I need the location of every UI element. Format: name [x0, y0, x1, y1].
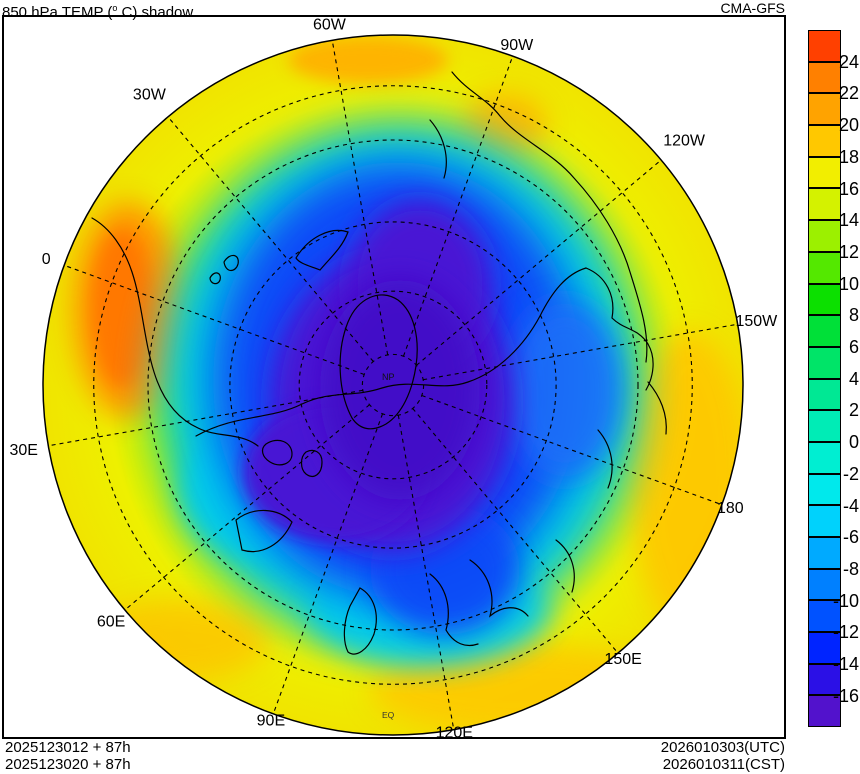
- colorbar-segment: [808, 61, 841, 94]
- colorbar-tick-label: 4: [848, 368, 859, 389]
- colorbar-segment: [808, 632, 841, 664]
- colorbar-segment: [808, 283, 841, 316]
- colorbar-segment: [808, 600, 841, 633]
- colorbar-segment: [808, 93, 841, 126]
- colorbar-segment: [808, 505, 841, 537]
- colorbar-tick-label: 2: [848, 400, 859, 421]
- meridian-line: [412, 408, 619, 654]
- latitude-circle: [147, 139, 639, 631]
- colorbar-tick-label: -2: [842, 463, 859, 484]
- meridian-label: 180: [717, 500, 744, 517]
- colorbar-segment: [808, 315, 841, 347]
- latitude-circle: [298, 290, 488, 480]
- meridian-label: 30E: [9, 442, 37, 459]
- colorbar-segment: [808, 663, 841, 696]
- meridian-label: 90E: [257, 712, 285, 729]
- meridian-label: 60E: [97, 614, 125, 631]
- meridian-line: [421, 394, 723, 506]
- valid-time-cst: 2026010311(CST): [662, 756, 785, 773]
- meridian-line: [272, 413, 384, 715]
- colorbar-tick-label: -4: [842, 495, 859, 516]
- colorbar-segment: [808, 568, 841, 601]
- colorbar-tick-label: 22: [838, 83, 859, 104]
- meridian-label: 150W: [735, 313, 778, 330]
- colorbar-tick-label: 0: [848, 432, 859, 453]
- plot-frame: [2, 15, 786, 739]
- colorbar-segment: [808, 473, 841, 506]
- run-info-line-1: 2025123012 + 87h: [5, 739, 131, 756]
- meridian-label: 30W: [133, 87, 167, 104]
- meridian-line: [167, 116, 374, 362]
- colorbar-segment: [808, 220, 841, 252]
- colorbar-tick-label: -12: [832, 622, 859, 643]
- run-info-line-2: 2025123020 + 87h: [5, 756, 131, 773]
- colorbar-tick-label: -6: [842, 527, 859, 548]
- colorbar-tick-label: 6: [848, 337, 859, 357]
- colorbar-tick-label: 14: [838, 210, 859, 231]
- meridian-line: [331, 40, 389, 355]
- colorbar-segment: [808, 125, 841, 157]
- colorbar-tick-label: 12: [838, 241, 859, 262]
- colorbar-tick-label: -8: [842, 558, 859, 579]
- meridian-line: [63, 264, 365, 376]
- degree-symbol: o: [112, 3, 118, 13]
- coastlines: [91, 71, 667, 655]
- meridian-labels: 0 30W 60W 90W 120W 150W 180 150E 120E 90E 60E 30E: [9, 17, 778, 742]
- colorbar-segment: [808, 251, 841, 284]
- colorbar-segment: [808, 346, 841, 379]
- colorbar-tick-label: 24: [838, 51, 859, 72]
- colorbar-segment: [808, 30, 841, 62]
- colorbar-segment: [808, 156, 841, 189]
- hot-spot-africa: [73, 202, 183, 418]
- meridian-line: [402, 55, 514, 357]
- colorbar-tick-label: 10: [838, 273, 859, 294]
- colorbar-tick-label: 18: [838, 146, 859, 167]
- colorbar-tick-label: 16: [838, 178, 859, 199]
- colorbar-tick-label: -10: [832, 590, 859, 611]
- colorbar-tick-label: 20: [838, 115, 859, 136]
- graticule: [48, 40, 738, 730]
- meridian-label: 150E: [604, 651, 641, 668]
- meridian-label: 0: [42, 251, 51, 268]
- meridian-line: [416, 159, 662, 366]
- model-name: CMA-GFS: [720, 0, 785, 16]
- meridian-line: [423, 323, 738, 381]
- colorbar-segment: [808, 378, 841, 411]
- colorbar-tick-label: -14: [832, 654, 859, 674]
- colorbar-segment: [808, 537, 841, 569]
- colorbar-tick-label: -16: [832, 685, 859, 706]
- meridian-label: 120W: [663, 133, 706, 150]
- north-pole-label: NP: [382, 372, 395, 382]
- valid-time-utc: 2026010303(UTC): [660, 739, 785, 756]
- colorbar-tick-label: 8: [848, 305, 859, 326]
- colorbar: [808, 30, 841, 728]
- colorbar-segment: [808, 695, 841, 728]
- meridian-line: [48, 389, 363, 447]
- meridian-label: 120E: [436, 725, 473, 742]
- map-boundary-circle: [42, 34, 744, 736]
- meridian-line: [397, 415, 455, 730]
- latitude-circle: [229, 221, 557, 549]
- meridian-label: 60W: [313, 17, 347, 34]
- colorbar-segment: [808, 188, 841, 221]
- equator-label: EQ: [382, 710, 395, 720]
- latitude-circle: [93, 85, 693, 685]
- meridian-label: 90W: [500, 37, 534, 54]
- colorbar-segment: [808, 410, 841, 442]
- meridian-line: [124, 404, 370, 611]
- colorbar-segment: [808, 441, 841, 474]
